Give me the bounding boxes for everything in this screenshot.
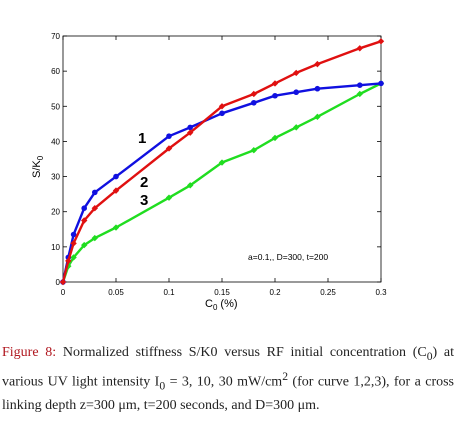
y-axis-symbol: S/K [31, 160, 43, 178]
curve-label-1: 1 [138, 130, 146, 147]
series-3-point-2 [70, 254, 77, 261]
x-axis-symbol: C [205, 298, 213, 310]
series-1-point-2 [70, 231, 77, 238]
series-1-point-3 [81, 205, 87, 211]
caption-text-1: Normalized stiffness S/K0 versus RF init… [56, 345, 427, 360]
series-2-point-0 [59, 278, 67, 286]
y-tick-label-20: 20 [51, 208, 60, 217]
series-2-point-1 [65, 257, 72, 265]
series-3-point-5 [112, 224, 120, 231]
parameter-annotation: a=0.1,, D=300, t=200 [248, 252, 328, 262]
series-3-point-13 [356, 90, 363, 98]
caption-sub-2: 0 [159, 379, 166, 393]
series-2-point-13 [356, 45, 363, 52]
series-1-point-14 [378, 80, 384, 87]
series-1-point-12 [314, 85, 321, 92]
series-1-point-4 [92, 189, 98, 196]
series-2-point-9 [250, 90, 257, 98]
series-3-point-7 [187, 182, 194, 189]
caption-sup-3: 2 [282, 369, 289, 383]
series-2-point-2 [70, 240, 77, 247]
y-tick-label-40: 40 [51, 137, 60, 146]
series-2-point-5 [112, 187, 120, 194]
series-1-point-13 [357, 82, 363, 88]
series-1-point-6 [166, 133, 172, 139]
series-3-point-8 [218, 159, 226, 166]
series-2-point-4 [91, 205, 98, 212]
figure-caption: Figure 8: Normalized stiffness S/K0 vers… [2, 343, 454, 416]
x-axis-unit: (%) [220, 298, 237, 310]
series-2-point-3 [81, 217, 88, 224]
series-3-point-10 [271, 134, 279, 142]
series-2-point-10 [271, 80, 279, 87]
x-tick-label-0_15: 0.15 [214, 288, 230, 297]
y-axis-label: S/K0 [31, 155, 45, 178]
curve-label-3: 3 [140, 192, 148, 209]
curve-label-2: 2 [140, 174, 148, 191]
series-3-point-3 [81, 241, 88, 249]
series-1-point-5 [113, 173, 119, 180]
plot-frame [62, 35, 382, 283]
caption-sub-1: 0 [426, 349, 433, 363]
x-tick-label-0_2: 0.2 [269, 288, 281, 297]
series-2-point-8 [218, 103, 226, 110]
caption-lead: Figure 8: [2, 345, 57, 360]
x-axis-subscript: 0 [213, 303, 218, 310]
caption-text-2: ) at various UV light intensity I [2, 345, 454, 390]
y-tick-label-50: 50 [51, 102, 60, 111]
caption-text-4: (for curve 1,2,3), for a cross linking d… [2, 374, 454, 414]
series-1-point-11 [293, 89, 300, 96]
series-2-point-14 [377, 38, 385, 45]
y-tick-label-70: 70 [51, 32, 60, 41]
x-axis-label: C0 (%) [205, 298, 238, 310]
series-2-point-6 [165, 145, 173, 152]
series-3-point-9 [250, 147, 257, 154]
y-tick-label-10: 10 [51, 243, 60, 252]
series-1-point-8 [219, 110, 225, 117]
caption-text-3: = 3, 10, 30 mW/cm [165, 374, 283, 390]
series-2-point-7 [187, 129, 194, 136]
series-1-point-7 [187, 124, 193, 131]
series-1-point-9 [251, 99, 257, 106]
series-2-point-12 [314, 60, 321, 68]
series-3-point-4 [91, 234, 98, 242]
y-axis-subscript: 0 [36, 155, 45, 160]
series-3-point-12 [314, 113, 321, 121]
x-tick-label-0_25: 0.25 [320, 288, 336, 297]
series-3-point-11 [293, 124, 300, 131]
series-1-point-10 [272, 92, 278, 99]
x-tick-label-0: 0 [61, 288, 66, 297]
y-tick-label-30: 30 [51, 173, 60, 182]
series-3-point-6 [165, 194, 173, 201]
series-2-point-11 [293, 69, 300, 77]
x-tick-label-0_3: 0.3 [375, 288, 387, 297]
y-tick-label-0: 0 [56, 278, 61, 287]
x-tick-label-0_05: 0.05 [108, 288, 124, 297]
x-tick-label-0_1: 0.1 [163, 288, 175, 297]
y-tick-label-60: 60 [51, 67, 60, 76]
